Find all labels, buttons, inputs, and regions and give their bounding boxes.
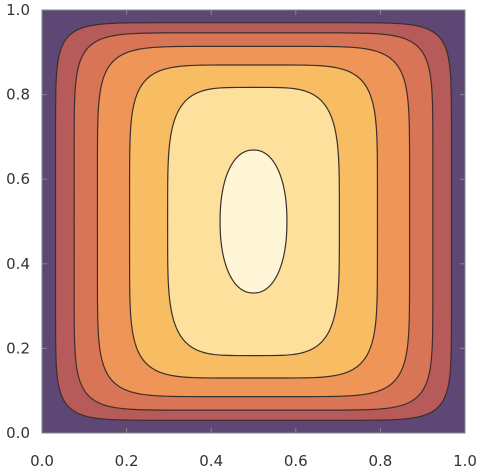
x-tick-label: 1.0	[453, 452, 477, 470]
x-tick-label: 0.2	[115, 452, 139, 470]
y-tick-label: 0.2	[6, 339, 30, 357]
plot-frame	[41, 9, 466, 434]
x-tick-label: 0.4	[199, 452, 223, 470]
y-tick-label: 0.8	[6, 86, 30, 104]
y-tick-label: 0.6	[6, 170, 30, 188]
x-tick-label: 0.0	[30, 452, 54, 470]
x-tick-label: 0.6	[284, 452, 308, 470]
contour-level-6	[219, 149, 288, 294]
x-tick-label: 0.8	[368, 452, 392, 470]
y-tick-label: 1.0	[6, 1, 30, 19]
y-tick-label: 0.0	[6, 424, 30, 442]
x-tick-group: 0.0 0.2 0.4 0.6 0.8 1.0	[30, 10, 477, 470]
contour-group	[54, 22, 453, 421]
y-tick-label: 0.4	[6, 255, 30, 273]
y-tick-group: 0.0 0.2 0.4 0.6 0.8 1.0	[6, 1, 465, 442]
axes-group	[41, 9, 466, 434]
